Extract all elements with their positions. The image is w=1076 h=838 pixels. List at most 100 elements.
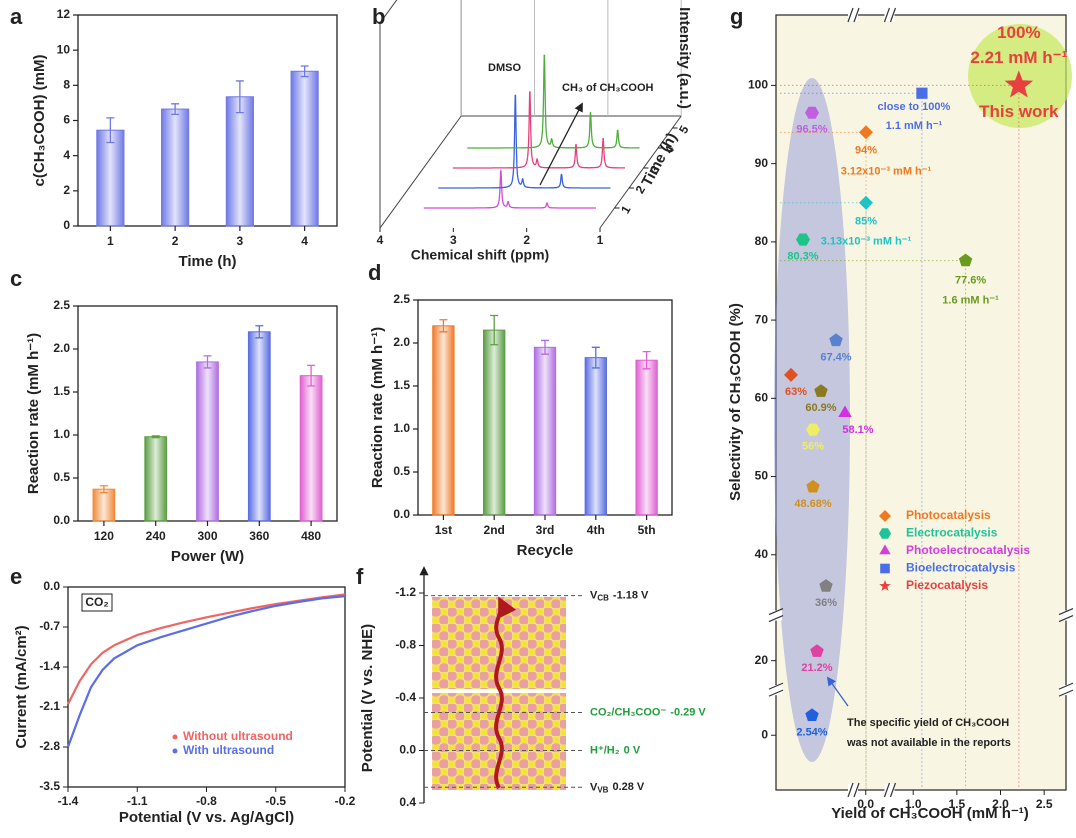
error-bar (439, 319, 448, 333)
bar (635, 359, 658, 516)
y-axis-label: Current (mA/cm²) (13, 625, 30, 748)
z-axis-label: Intensity (a.u.) (676, 7, 693, 109)
point (819, 579, 833, 592)
point (1004, 70, 1034, 98)
y-tick-label: 80 (755, 234, 769, 248)
point (814, 384, 828, 397)
y-tick-label: 0.4 (399, 795, 416, 809)
x-axis-label: Potential (V vs. Ag/AgCl) (119, 809, 294, 826)
y-tick-label: 0.0 (393, 507, 410, 521)
level-sub: CB (597, 594, 609, 603)
bar (290, 70, 319, 227)
series-line (67, 593, 346, 705)
legend-marker (172, 748, 178, 754)
error-bar (300, 65, 309, 78)
x-tick-label: 240 (146, 529, 166, 543)
axis-break-gap (848, 9, 858, 21)
annotation: DMSO (488, 62, 521, 74)
level-label: CO₂/CH₃COO⁻ (590, 706, 666, 718)
x-tick-label: 2.5 (1036, 797, 1053, 811)
legend-marker (880, 563, 890, 574)
point-label: 56% (802, 441, 824, 453)
point-label: 96.5% (796, 124, 827, 136)
y-tick-label: 2.0 (393, 335, 410, 349)
point (805, 708, 819, 721)
panel-label: a (10, 4, 23, 29)
point (806, 479, 820, 493)
y-tick-label: -0.7 (39, 619, 60, 633)
charge-path (494, 596, 517, 789)
axis-break-gap (770, 685, 782, 696)
y-tick-label: -2.8 (39, 739, 60, 753)
y-tick-label: 2 (63, 183, 70, 197)
point (784, 367, 798, 382)
point (810, 644, 824, 657)
point (805, 106, 819, 119)
bar (247, 331, 271, 522)
y-tick-label: 0.0 (43, 579, 60, 593)
y-tick-label: 2.5 (393, 292, 410, 306)
axis-break-gap (848, 784, 858, 796)
axis-break (768, 682, 784, 697)
x-tick-label: 2 (523, 233, 530, 247)
legend-label: Piezocatalysis (906, 578, 988, 592)
bar (161, 108, 190, 227)
annotation: CH₃ of CH₃COOH (562, 82, 653, 94)
x-tick-label: 4 (301, 234, 308, 248)
bar (196, 361, 219, 522)
y-axis-label: c(CH₃COOH) (mM) (31, 55, 48, 187)
x-tick-label: 1 (597, 233, 604, 247)
legend-label: Photoelectrocatalysis (906, 543, 1030, 557)
bar (432, 325, 455, 516)
y-tick-label: 1.0 (393, 421, 410, 435)
error-bar (235, 80, 244, 114)
y-tick-label: 50 (755, 469, 769, 483)
x-axis-label: Yield of CH₃COOH (mM h⁻¹) (831, 805, 1029, 822)
y-tick-label: 0 (761, 727, 768, 741)
level-label: VVB (590, 781, 609, 794)
y-tick-label: 0.0 (53, 513, 70, 527)
point-label: 2.54% (796, 726, 827, 738)
level-value: 0 V (624, 744, 641, 756)
point-label: 36% (815, 597, 837, 609)
y-axis-label: Selectivity of CH₃COOH (%) (727, 303, 744, 501)
x-tick-label: 1.0 (905, 797, 922, 811)
point-label: 94% (855, 144, 877, 156)
level-value: 0.28 V (612, 781, 644, 793)
legend-label: With ultrasound (183, 743, 274, 757)
point-label: 67.4% (820, 351, 851, 363)
point-label: 1.1 mM h⁻¹ (886, 120, 943, 132)
x-tick-label: 4th (587, 523, 605, 537)
axis-break (883, 782, 897, 798)
legend-marker (172, 734, 178, 740)
axis-break-gap (884, 784, 895, 796)
error-bar (106, 117, 115, 144)
panel-label: d (368, 260, 381, 285)
spectrum (423, 170, 596, 209)
annotation-box (81, 593, 113, 612)
x-tick-label: 0.0 (857, 797, 874, 811)
y-tick-label: 2.5 (53, 298, 70, 312)
x-tick-label: -1.4 (58, 794, 79, 808)
spectrum (438, 94, 611, 189)
legend-marker (879, 580, 891, 591)
x-tick-label: -0.2 (335, 794, 356, 808)
point-label: 77.6% (955, 275, 986, 287)
annotation-arrow (826, 676, 849, 707)
axis-break (847, 782, 860, 798)
x-axis-label: Power (W) (171, 548, 244, 565)
point-label: 3.13x10⁻³ mM h⁻¹ (821, 236, 912, 248)
error-bar (541, 339, 549, 355)
y-axis-label: Reaction rate (mM h⁻¹) (369, 327, 386, 488)
level-name: H⁺/H₂ (590, 744, 620, 756)
panel-label: c (10, 266, 22, 291)
y-tick-label: 2.0 (53, 341, 70, 355)
bar (144, 436, 168, 522)
y-tick-label: 20 (755, 653, 769, 667)
y-tick-label: -0.4 (395, 690, 416, 704)
box-edge (379, 0, 398, 24)
x-tick-label: 1 (107, 234, 114, 248)
axis-break-gap (1060, 685, 1072, 696)
legend-label: Photocatalysis (906, 508, 991, 522)
level-value: -1.18 V (613, 590, 649, 602)
